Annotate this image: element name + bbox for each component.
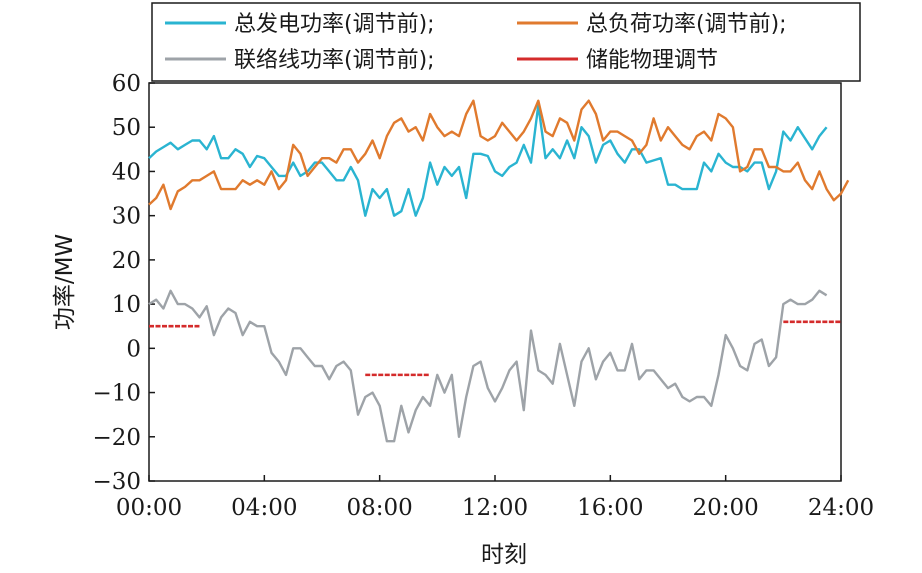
legend: 总发电功率(调节前); 总负荷功率(调节前); 联络线功率(调节前); 储能物理… [151,2,861,82]
y-tick-label: −30 [92,469,141,495]
x-axis-label: 时刻 [481,542,527,568]
plot-frame [148,82,842,482]
y-axis-label: 功率/MW [52,234,78,330]
y-axis: 60 50 40 30 20 10 0 −10 −20 −30 [92,71,155,495]
x-tick-label: 24:00 [808,495,874,521]
x-axis: 00:00 04:00 08:00 12:00 16:00 20:00 24:00 [116,475,874,521]
x-tick-label: 08:00 [347,495,413,521]
y-tick-label: 20 [112,248,141,274]
legend-label-tieline: 联络线功率(调节前); [234,48,435,73]
legend-label-generation: 总发电功率(调节前); [234,12,435,37]
y-tick-label: −10 [92,381,141,407]
legend-label-storage: 储能物理调节 [586,48,718,73]
x-tick-label: 20:00 [693,495,759,521]
y-tick-label: 50 [112,115,141,141]
y-tick-label: 60 [112,71,141,97]
series-line-load [148,99,850,211]
series-line-generation [148,103,828,217]
legend-label-load: 总负荷功率(调节前); [586,12,787,37]
x-tick-label: 04:00 [231,495,297,521]
x-tick-label: 16:00 [577,495,643,521]
series-line-tieline [148,289,828,443]
y-tick-label: 30 [112,204,141,230]
y-tick-label: 40 [112,159,141,185]
series-layer [148,99,850,443]
y-tick-label: 10 [112,292,141,318]
y-tick-label: 0 [126,336,141,362]
x-tick-label: 00:00 [116,495,182,521]
legend-box [151,2,861,82]
y-tick-label: −20 [92,425,141,451]
x-tick-label: 12:00 [462,495,528,521]
